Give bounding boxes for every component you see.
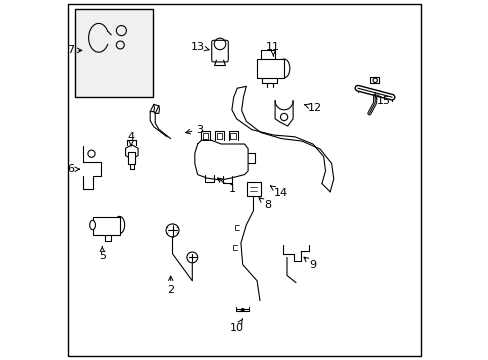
Bar bbox=[246, 182, 261, 196]
Bar bbox=[92, 217, 120, 235]
Text: 7: 7 bbox=[67, 45, 81, 55]
Ellipse shape bbox=[114, 216, 124, 234]
Text: 3: 3 bbox=[185, 125, 203, 135]
Text: 15: 15 bbox=[373, 95, 390, 106]
Text: 12: 12 bbox=[304, 103, 321, 113]
Text: 9: 9 bbox=[304, 257, 316, 270]
FancyBboxPatch shape bbox=[211, 40, 228, 62]
Text: 5: 5 bbox=[99, 246, 105, 261]
Text: 8: 8 bbox=[259, 198, 271, 210]
Text: 4: 4 bbox=[127, 132, 134, 146]
Text: 13: 13 bbox=[190, 42, 209, 52]
Text: 11: 11 bbox=[266, 42, 280, 56]
Ellipse shape bbox=[278, 59, 289, 78]
Bar bbox=[257, 59, 284, 78]
Text: 14: 14 bbox=[270, 186, 287, 198]
Bar bbox=[128, 152, 135, 164]
Text: 6: 6 bbox=[67, 164, 79, 174]
Text: 2: 2 bbox=[167, 276, 174, 295]
Text: 1: 1 bbox=[217, 178, 235, 194]
Bar bbox=[75, 9, 152, 97]
Text: 10: 10 bbox=[230, 319, 244, 333]
Circle shape bbox=[241, 309, 244, 311]
Ellipse shape bbox=[89, 220, 95, 230]
